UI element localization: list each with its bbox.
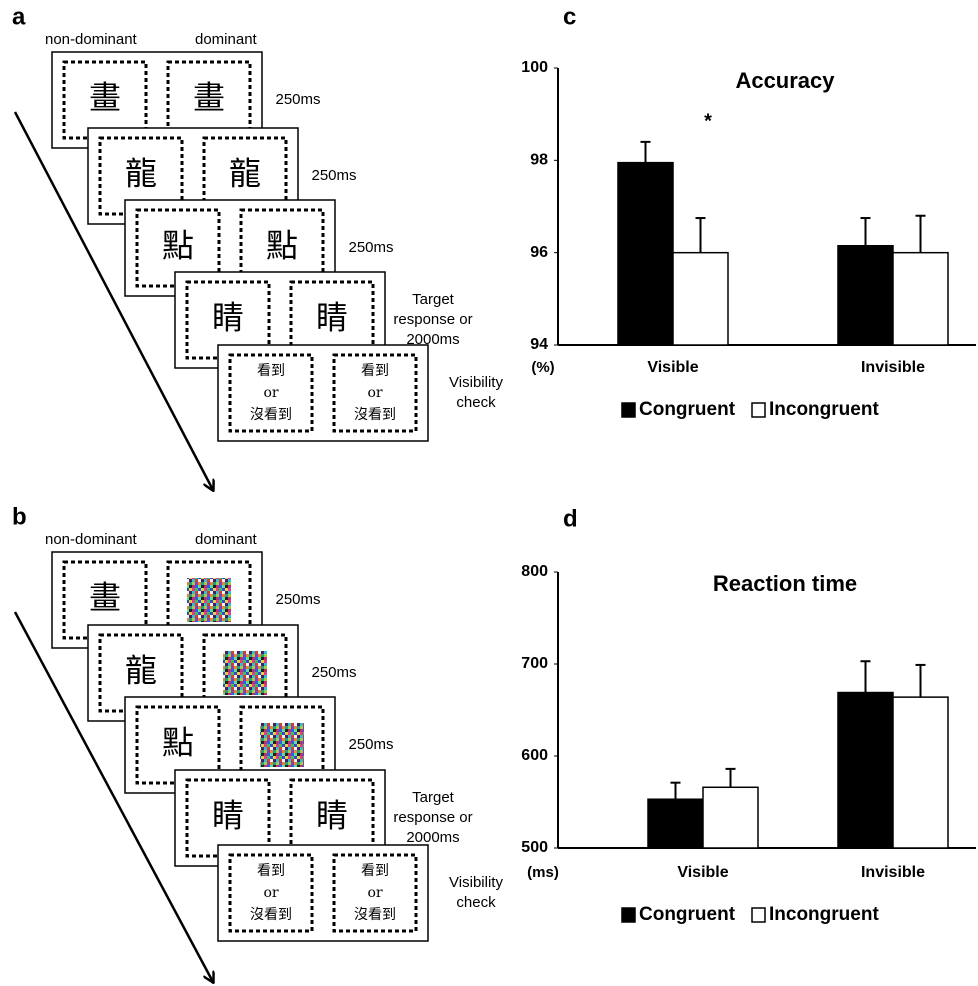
legend-label: Incongruent bbox=[769, 904, 879, 925]
prompt-text: 沒看到 bbox=[250, 406, 292, 423]
duration-label: 250ms bbox=[275, 91, 320, 108]
character: 睛 bbox=[316, 299, 348, 337]
duration-label: Visibility bbox=[449, 374, 503, 391]
frame bbox=[218, 845, 428, 941]
bar bbox=[648, 799, 703, 848]
prompt-text: 沒看到 bbox=[354, 906, 396, 923]
bar bbox=[838, 693, 893, 848]
duration-label: Visibility bbox=[449, 874, 503, 891]
chart-title: Reaction time bbox=[713, 571, 857, 596]
bar bbox=[673, 253, 728, 345]
chart-title: Accuracy bbox=[735, 68, 835, 93]
column-header: non-dominant bbox=[45, 531, 138, 548]
prompt-text: 看到 bbox=[257, 363, 285, 379]
character: 畫 bbox=[193, 79, 225, 117]
bar bbox=[838, 246, 893, 345]
bar bbox=[893, 253, 948, 345]
character: 點 bbox=[162, 724, 194, 762]
character: 畫 bbox=[89, 579, 121, 617]
bar bbox=[703, 787, 758, 848]
panel-label: d bbox=[563, 505, 578, 532]
prompt-text: 沒看到 bbox=[354, 406, 396, 423]
character: 畫 bbox=[89, 79, 121, 117]
y-tick-label: 500 bbox=[521, 839, 548, 856]
noise-mask bbox=[260, 723, 304, 767]
legend-swatch bbox=[752, 908, 765, 922]
character: 點 bbox=[266, 227, 298, 265]
frame bbox=[218, 345, 428, 441]
y-tick-label: 600 bbox=[521, 747, 548, 764]
x-tick-label: Invisible bbox=[861, 359, 925, 376]
duration-label: response or bbox=[393, 311, 472, 328]
legend-swatch bbox=[622, 403, 635, 417]
x-tick-label: Visible bbox=[677, 864, 728, 881]
column-header: dominant bbox=[195, 531, 258, 548]
legend-swatch bbox=[622, 908, 635, 922]
bar bbox=[618, 163, 673, 345]
x-tick-label: Visible bbox=[647, 359, 698, 376]
character: 睛 bbox=[316, 797, 348, 835]
y-tick-label: 100 bbox=[521, 59, 548, 76]
legend-label: Incongruent bbox=[769, 399, 879, 420]
duration-label: 250ms bbox=[311, 664, 356, 681]
duration-label: Target bbox=[412, 789, 455, 806]
character: 睛 bbox=[212, 797, 244, 835]
prompt-text: 沒看到 bbox=[250, 906, 292, 923]
duration-label: 250ms bbox=[348, 239, 393, 256]
duration-label: 250ms bbox=[348, 736, 393, 753]
column-header: dominant bbox=[195, 31, 258, 48]
panel-label: c bbox=[563, 3, 576, 30]
prompt-text: 看到 bbox=[257, 863, 285, 879]
prompt-text: or bbox=[263, 385, 278, 401]
figure: anon-dominantdominant畫畫250ms龍龍250ms點點250… bbox=[0, 0, 978, 986]
y-tick-label: 700 bbox=[521, 655, 548, 672]
y-tick-label: 98 bbox=[530, 152, 548, 169]
legend-label: Congruent bbox=[639, 399, 736, 420]
duration-label: check bbox=[456, 894, 496, 911]
character: 龍 bbox=[229, 155, 261, 193]
noise-mask bbox=[187, 578, 231, 622]
panel-label: a bbox=[12, 3, 26, 30]
panel-label: b bbox=[12, 503, 27, 530]
duration-label: response or bbox=[393, 809, 472, 826]
y-tick-label: 94 bbox=[530, 336, 548, 353]
duration-label: check bbox=[456, 394, 496, 411]
character: 龍 bbox=[125, 652, 157, 690]
x-tick-label: Invisible bbox=[861, 864, 925, 881]
noise-mask bbox=[223, 651, 267, 695]
legend-swatch bbox=[752, 403, 765, 417]
column-header: non-dominant bbox=[45, 31, 138, 48]
character: 龍 bbox=[125, 155, 157, 193]
prompt-text: or bbox=[367, 385, 382, 401]
significance-mark: * bbox=[704, 110, 712, 132]
y-tick-label: 96 bbox=[530, 244, 548, 261]
unit-label: (%) bbox=[531, 359, 554, 376]
legend-label: Congruent bbox=[639, 904, 736, 925]
character: 點 bbox=[162, 227, 194, 265]
prompt-text: 看到 bbox=[361, 863, 389, 879]
prompt-text: 看到 bbox=[361, 363, 389, 379]
duration-label: 2000ms bbox=[406, 829, 459, 846]
bar bbox=[893, 697, 948, 848]
duration-label: Target bbox=[412, 291, 455, 308]
duration-label: 250ms bbox=[275, 591, 320, 608]
character: 睛 bbox=[212, 299, 244, 337]
y-tick-label: 800 bbox=[521, 563, 548, 580]
duration-label: 250ms bbox=[311, 167, 356, 184]
prompt-text: or bbox=[367, 885, 382, 901]
prompt-text: or bbox=[263, 885, 278, 901]
unit-label: (ms) bbox=[527, 864, 559, 881]
